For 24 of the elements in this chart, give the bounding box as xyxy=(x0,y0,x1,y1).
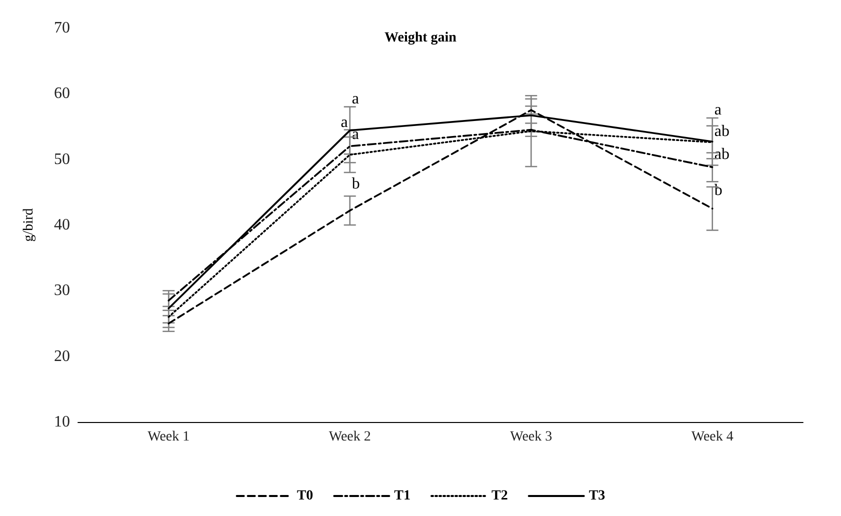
x-tick-label: Week 4 xyxy=(691,430,734,444)
x-tick-label: Week 2 xyxy=(328,430,371,444)
y-tick-label: 50 xyxy=(54,150,70,168)
y-tick-label: 20 xyxy=(54,348,70,365)
annotation: b xyxy=(352,176,360,193)
annotation: ab xyxy=(714,123,730,140)
annotation: a xyxy=(352,90,359,108)
annotation: a xyxy=(340,114,348,131)
legend-label: T3 xyxy=(588,488,606,504)
y-tick-label: 60 xyxy=(54,85,70,102)
legend-label: T0 xyxy=(296,488,314,504)
annotation: b xyxy=(714,182,722,200)
legend-label: T2 xyxy=(492,488,508,504)
y-tick-label: 70 xyxy=(54,20,70,36)
annotation: a xyxy=(714,101,722,118)
x-tick-label: Week 1 xyxy=(148,430,190,444)
chart-title: Weight gain xyxy=(384,30,457,46)
y-tick-label: 40 xyxy=(54,216,70,234)
annotation: ab xyxy=(714,146,730,164)
legend-label: T1 xyxy=(394,488,411,504)
y-tick-label: 10 xyxy=(54,414,70,430)
y-tick-label: 30 xyxy=(54,282,70,300)
y-axis-title: g/bird xyxy=(22,208,36,242)
x-tick-label: Week 3 xyxy=(510,430,552,444)
